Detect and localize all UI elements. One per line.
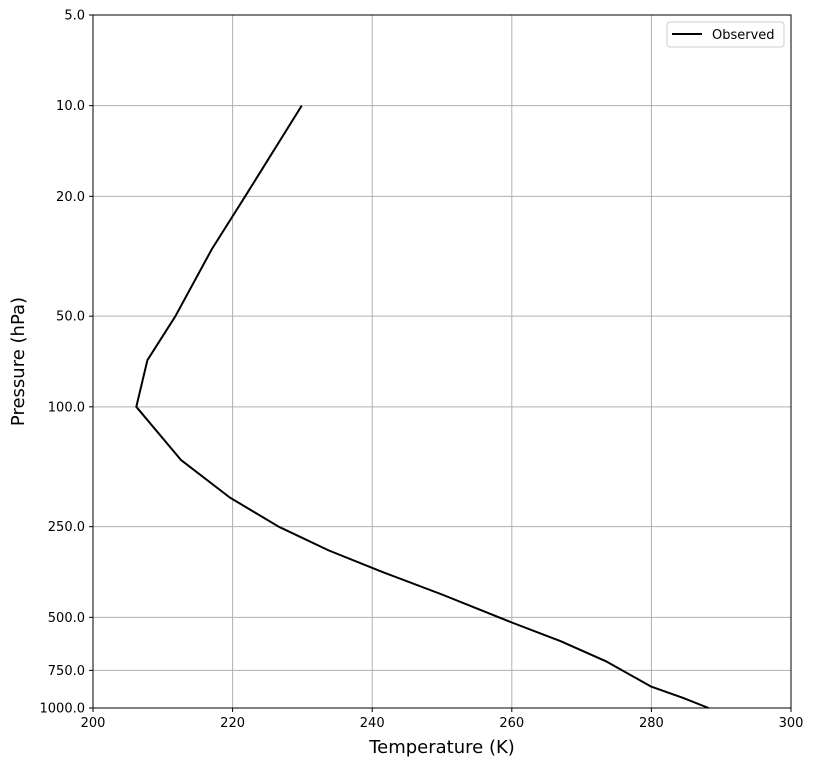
x-tick-label-2: 240 bbox=[360, 716, 385, 731]
series-layer bbox=[135, 105, 709, 709]
y-axis-ticks: 5.0 10.0 20.0 50.0 100.0 250.0 500.0 750.0 1000.… bbox=[40, 9, 93, 717]
y-tick-label-4: 100.0 bbox=[48, 400, 85, 415]
y-tick-label-5: 250.0 bbox=[48, 520, 85, 535]
x-tick-label-0: 200 bbox=[81, 716, 106, 731]
y-tick-label-2: 20.0 bbox=[56, 190, 85, 205]
plot-frame bbox=[92, 14, 792, 709]
y-tick-label-3: 50.0 bbox=[56, 310, 85, 325]
x-axis-ticks: 200 220 240 260 280 300 bbox=[81, 708, 804, 731]
x-tick-label-5: 300 bbox=[779, 716, 804, 731]
legend-label-observed: Observed bbox=[712, 28, 775, 43]
x-tick-label-1: 220 bbox=[220, 716, 245, 731]
x-tick-label-4: 280 bbox=[639, 716, 664, 731]
x-axis-title: Temperature (K) bbox=[368, 737, 515, 758]
y-tick-label-6: 500.0 bbox=[48, 611, 85, 626]
series-line-observed bbox=[135, 105, 709, 709]
x-tick-label-3: 260 bbox=[499, 716, 524, 731]
legend-box bbox=[666, 21, 785, 48]
grid-lines bbox=[92, 14, 792, 709]
y-tick-label-1: 10.0 bbox=[56, 99, 85, 114]
y-axis-title: Pressure (hPa) bbox=[8, 297, 29, 426]
y-tick-label-7: 750.0 bbox=[48, 664, 85, 679]
legend: Observed bbox=[666, 21, 785, 48]
y-tick-label-8: 1000.0 bbox=[40, 702, 86, 717]
y-tick-label-0: 5.0 bbox=[64, 9, 85, 24]
